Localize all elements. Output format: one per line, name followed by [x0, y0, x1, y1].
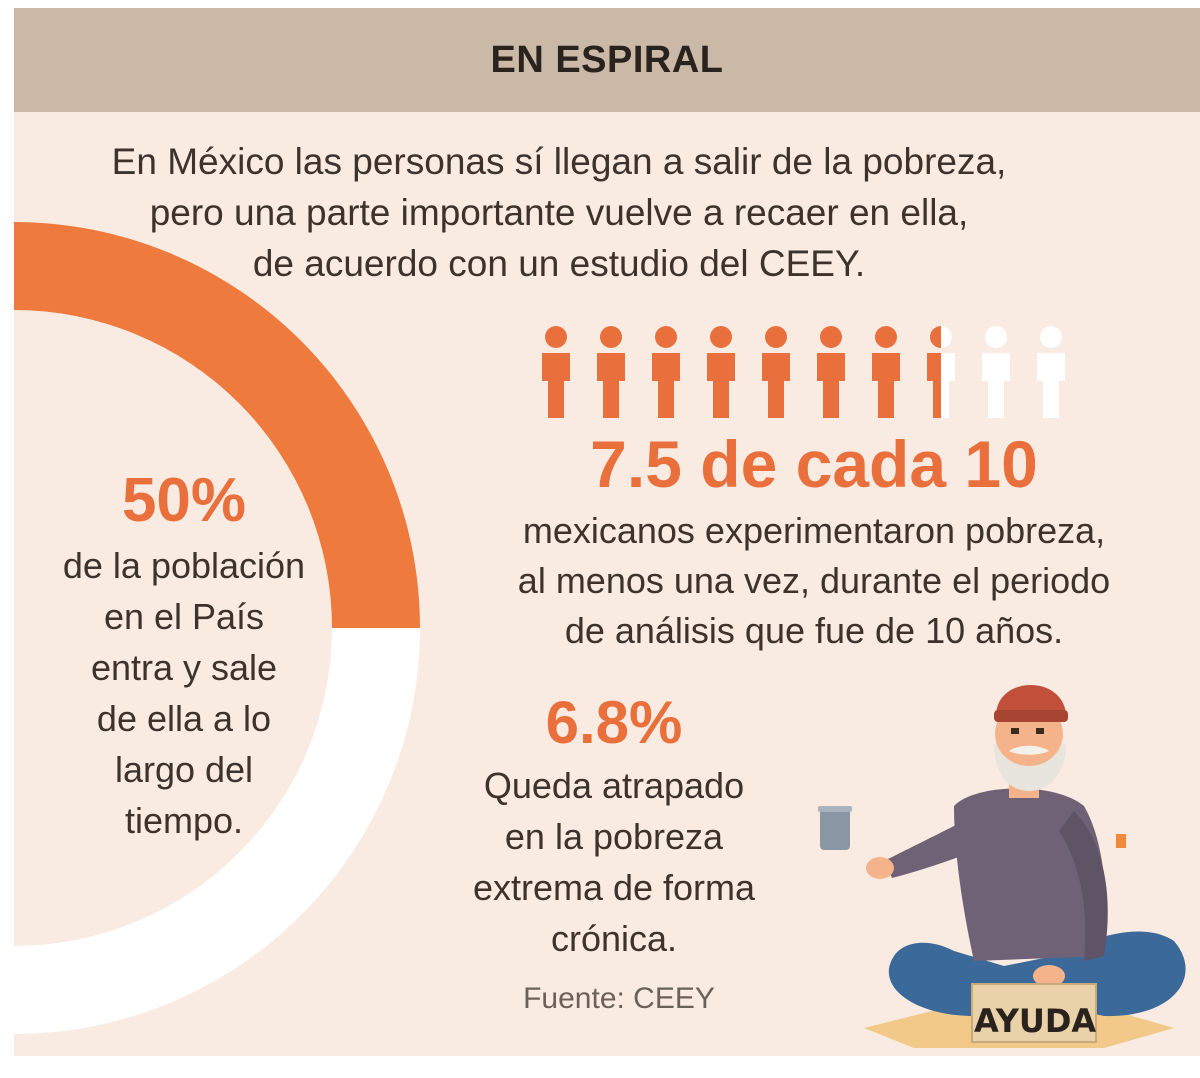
person-body: [542, 353, 570, 418]
eye: [1036, 728, 1044, 734]
description-line: tiempo.: [124, 800, 244, 841]
intro-text: En México las personas sí llegan a salir…: [54, 136, 1064, 289]
description-line: en la pobreza: [504, 816, 724, 857]
stat-extreme-poverty: 6.8% Queda atrapado en la pobreza extrem…: [434, 688, 794, 964]
help-sign-label: AYUDA: [974, 1002, 1097, 1040]
help-sign: [971, 983, 1097, 1043]
mustache: [1009, 745, 1049, 755]
sleeve-patch: [1116, 834, 1126, 848]
stat-half-description: de la población en el País entra y sale …: [24, 540, 344, 846]
hand: [866, 857, 894, 879]
stat-extreme-description: Queda atrapado en la pobreza extrema de …: [434, 760, 794, 964]
description-line: largo del: [114, 749, 254, 790]
person-body: [817, 353, 845, 418]
cup-rim: [818, 806, 852, 812]
person-icon: [872, 326, 900, 418]
description-line: de ella a lo: [96, 698, 272, 739]
person-head: [930, 326, 952, 348]
description-line: en el País: [103, 596, 265, 637]
stat-half-population: 50% de la población en el País entra y s…: [24, 466, 344, 846]
person-head: [820, 326, 842, 348]
stat-poverty-description: mexicanos experimentaron pobreza, al men…: [464, 506, 1164, 656]
person-icon: [597, 326, 625, 418]
person-body: [707, 353, 735, 418]
person-icon: [652, 326, 680, 418]
person-body: [872, 353, 900, 418]
source-note: Fuente: CEEY: [523, 982, 715, 1015]
beggar-illustration: [818, 684, 1186, 1048]
description-line: de la población: [62, 545, 306, 586]
person-head: [710, 326, 732, 348]
person-head: [1040, 326, 1062, 348]
description-line: al menos una vez, durante el periodo: [517, 560, 1111, 601]
person-icon: [982, 326, 1010, 418]
person-body: [927, 353, 955, 418]
intro-line: de acuerdo con un estudio del CEEY.: [252, 243, 866, 284]
person-icon: [542, 326, 570, 418]
stat-extreme-value: 6.8%: [545, 689, 683, 756]
description-line: entra y sale: [90, 647, 278, 688]
header-title: EN ESPIRAL: [490, 38, 724, 81]
right-arm: [1059, 811, 1108, 961]
person-icon: [762, 326, 790, 418]
intro-line: pero una parte importante vuelve a recae…: [149, 192, 969, 233]
person-head: [600, 326, 622, 348]
person-body: [982, 353, 1010, 418]
description-line: mexicanos experimentaron pobreza,: [522, 510, 1106, 551]
stat-poverty-experience: 7.5 de cada 10 mexicanos experimentaron …: [464, 424, 1164, 656]
person-head: [655, 326, 677, 348]
person-head: [545, 326, 567, 348]
intro-line: En México las personas sí llegan a salir…: [111, 141, 1007, 182]
left-arm: [884, 821, 974, 878]
eye: [1011, 728, 1019, 734]
infographic-card: EN ESPIRAL En México las personas sí lle…: [14, 8, 1200, 1056]
person-body: [1037, 353, 1065, 418]
description-line: de análisis que fue de 10 años.: [564, 610, 1064, 651]
people-icon-row: [542, 326, 1065, 418]
hand: [1033, 965, 1065, 987]
person-icon: [707, 326, 735, 418]
person-head: [985, 326, 1007, 348]
stat-poverty-value: 7.5 de cada 10: [590, 427, 1038, 501]
description-line: extrema de forma: [472, 867, 756, 908]
header-bar: EN ESPIRAL: [14, 8, 1200, 112]
person-icon: [1037, 326, 1065, 418]
person-head: [765, 326, 787, 348]
cup-icon: [820, 808, 850, 850]
beanie-hat: [996, 684, 1066, 716]
person-body: [652, 353, 680, 418]
person-body: [762, 353, 790, 418]
person-head: [875, 326, 897, 348]
beanie-brim: [994, 710, 1068, 722]
person-icon: [817, 326, 845, 418]
person-icon: [927, 326, 955, 418]
person-body: [597, 353, 625, 418]
stat-half-value: 50%: [121, 466, 247, 535]
description-line: crónica.: [550, 918, 678, 959]
description-line: Queda atrapado: [483, 765, 745, 806]
